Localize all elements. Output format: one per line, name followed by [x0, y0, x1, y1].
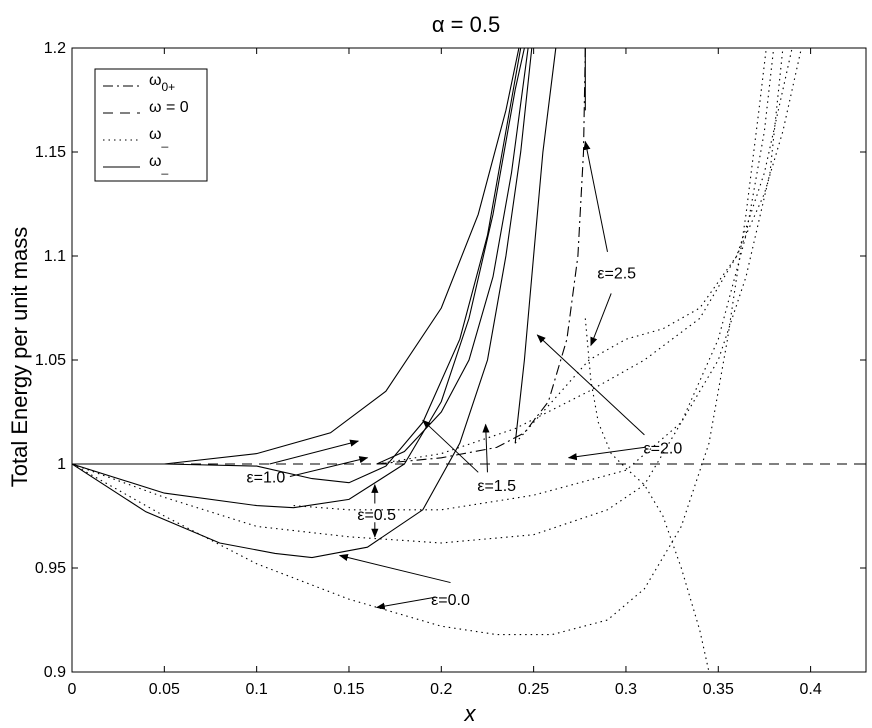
- series-line-10-dotted: [72, 48, 767, 636]
- x-tick-label: 0.25: [518, 681, 549, 698]
- x-tick-label: 0.15: [333, 681, 364, 698]
- annotation-label: ε=1.0: [247, 469, 286, 486]
- y-axis-label: Total Energy per unit mass: [7, 227, 32, 487]
- annotations: ε=0.0 ε=0.5 ε=1.0 ε=1.5 ε=2.0 ε=2.5: [247, 140, 683, 610]
- legend-label: ω = 0: [149, 99, 189, 116]
- annotation-arrow: [289, 456, 369, 477]
- series-line-12-dotted: [293, 48, 784, 511]
- y-tick-label: 1.15: [35, 144, 66, 161]
- series-line-15-dotted: [584, 318, 710, 672]
- annotation-arrow: [422, 419, 479, 473]
- plot-area: 0 0.05 0.1 0.15 0.2 0.25 0.3 0.35 0.4 0.9 0.95 1 1.0…: [35, 40, 867, 698]
- annotation-label: ε=0.5: [357, 507, 396, 524]
- series-line-3-solid: [72, 48, 525, 509]
- legend: ω0+ω = 0ω_ω_: [94, 68, 208, 182]
- legend-box: [94, 68, 208, 182]
- series-line-7-solid: [514, 48, 557, 444]
- x-axis-label: x: [464, 701, 477, 726]
- y-tick-label: 1: [57, 456, 66, 473]
- annotation-arrow: [583, 140, 608, 252]
- annotation-label: ε=2.0: [644, 440, 683, 457]
- series-line-9-dashdot: [376, 48, 586, 465]
- y-tick-label: 0.95: [35, 560, 66, 577]
- y-tick-label: 1.1: [44, 248, 66, 265]
- annotation-arrow: [536, 334, 645, 436]
- series-line-13-dotted: [376, 48, 793, 465]
- annotation-arrow: [567, 446, 645, 461]
- x-tick-label: 0.2: [430, 681, 452, 698]
- x-tick-label: 0.3: [615, 681, 637, 698]
- series-group: [72, 48, 866, 672]
- series-line-5-solid: [72, 48, 520, 465]
- annotation-arrow: [482, 423, 490, 473]
- annotation-arrow: [338, 553, 451, 584]
- y-tick-label: 0.9: [44, 664, 66, 681]
- x-tick-label: 0.1: [246, 681, 268, 698]
- annotation-label: ε=1.5: [477, 478, 516, 495]
- series-line-4-solid: [72, 48, 522, 484]
- annotation-arrow: [269, 439, 360, 465]
- annotation-arrow: [590, 293, 612, 347]
- x-tick-label: 0.4: [799, 681, 821, 698]
- series-line-6-solid: [376, 48, 529, 465]
- series-line-14-dotted: [514, 48, 802, 444]
- x-tick-label: 0.35: [703, 681, 734, 698]
- y-tick-label: 1.05: [35, 352, 66, 369]
- y-tick-label: 1.2: [44, 40, 66, 57]
- x-tick-label: 0: [68, 681, 77, 698]
- chart-title: α = 0.5: [432, 12, 500, 37]
- annotation-label: ε=0.0: [431, 592, 470, 609]
- annotation-arrow: [375, 596, 436, 610]
- x-tick-label: 0.05: [149, 681, 180, 698]
- annotation-label: ε=2.5: [597, 266, 636, 283]
- series-line-11-dotted: [72, 48, 775, 544]
